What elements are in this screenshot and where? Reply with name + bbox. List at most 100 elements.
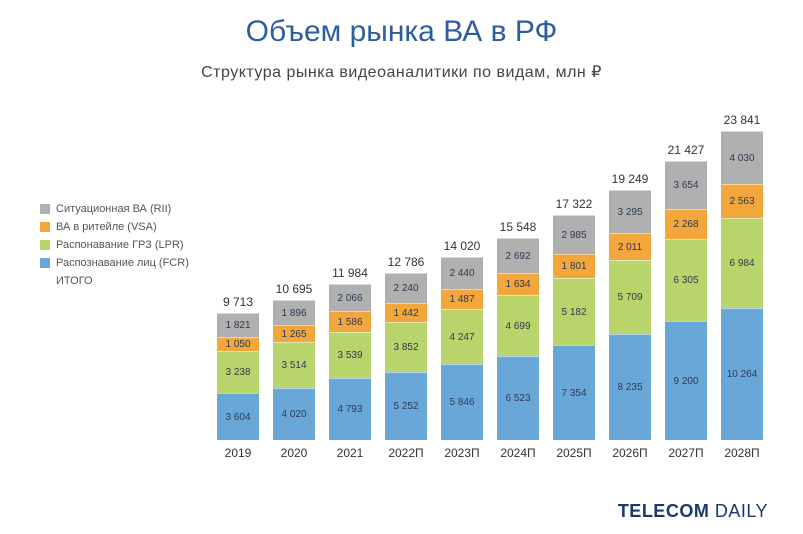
x-axis-label: 2027П [662, 446, 710, 460]
bar-total-label: 17 322 [556, 197, 593, 211]
stacked-bar-chart: 9 713 3 6043 2381 0501 821 10 695 4 0203 51… [210, 100, 770, 460]
bar-total-label: 19 249 [612, 172, 649, 186]
bar-stack: 4 0203 5141 2651 896 [273, 300, 315, 440]
bar-group: 9 713 3 6043 2381 0501 821 [214, 295, 262, 440]
legend-label: ИТОГО [56, 275, 93, 287]
bar-group: 15 548 6 5234 6991 6342 692 [494, 220, 542, 440]
bar-group: 19 249 8 2355 7092 0113 295 [606, 172, 654, 440]
brand-logo: TELECOM DAILY [618, 501, 768, 522]
bar-stack: 10 2646 9842 5634 030 [721, 131, 763, 440]
legend-label: Распонавание ГРЗ (LPR) [56, 239, 184, 251]
x-axis-label: 2022П [382, 446, 430, 460]
bar-total-label: 12 786 [388, 255, 425, 269]
bar-segment-rii: 2 985 [553, 215, 595, 254]
bar-stack: 5 8464 2471 4872 440 [441, 257, 483, 440]
legend-item: Распонавание ГРЗ (LPR) [40, 236, 189, 254]
x-axis-label: 2024П [494, 446, 542, 460]
x-axis-label: 2020 [270, 446, 318, 460]
bar-segment-fcr: 4 793 [329, 378, 371, 440]
x-axis-label: 2025П [550, 446, 598, 460]
bar-total-label: 21 427 [668, 143, 705, 157]
bar-segment-vsa: 1 586 [329, 311, 371, 332]
bar-total-label: 9 713 [223, 295, 253, 309]
bar-group: 14 020 5 8464 2471 4872 440 [438, 239, 486, 440]
legend-item: Ситуационная ВА (RII) [40, 200, 189, 218]
bar-stack: 5 2523 8521 4422 240 [385, 273, 427, 440]
bar-segment-vsa: 1 634 [497, 273, 539, 295]
bar-group: 17 322 7 3545 1821 8012 985 [550, 197, 598, 440]
bar-segment-lpr: 6 984 [721, 218, 763, 308]
bar-group: 10 695 4 0203 5141 2651 896 [270, 282, 318, 440]
legend-label: ВА в ритейле (VSA) [56, 221, 157, 233]
legend-swatch [40, 240, 50, 250]
bar-total-label: 14 020 [444, 239, 481, 253]
bar-segment-fcr: 7 354 [553, 345, 595, 440]
bar-total-label: 15 548 [500, 220, 537, 234]
bar-segment-lpr: 3 539 [329, 332, 371, 378]
bar-segment-vsa: 1 801 [553, 254, 595, 278]
bar-segment-rii: 1 896 [273, 300, 315, 325]
bar-stack: 3 6043 2381 0501 821 [217, 313, 259, 440]
bar-segment-fcr: 6 523 [497, 356, 539, 440]
bar-stack: 9 2006 3052 2683 654 [665, 161, 707, 440]
legend-swatch [40, 258, 50, 268]
legend-label: Ситуационная ВА (RII) [56, 203, 171, 215]
bar-total-label: 11 984 [332, 266, 368, 280]
bar-segment-lpr: 6 305 [665, 239, 707, 321]
bar-segment-fcr: 5 846 [441, 364, 483, 440]
bar-segment-rii: 3 295 [609, 190, 651, 233]
bar-segment-vsa: 2 011 [609, 233, 651, 260]
bar-stack: 8 2355 7092 0113 295 [609, 190, 651, 440]
legend-item: Распознавание лиц (FCR) [40, 254, 189, 272]
bar-segment-lpr: 4 247 [441, 309, 483, 364]
legend: Ситуационная ВА (RII) ВА в ритейле (VSA) Р… [40, 200, 189, 290]
bar-group: 12 786 5 2523 8521 4422 240 [382, 255, 430, 440]
bar-total-label: 23 841 [724, 113, 761, 127]
bar-segment-fcr: 8 235 [609, 334, 651, 440]
bar-segment-vsa: 1 487 [441, 289, 483, 309]
bar-total-label: 10 695 [276, 282, 313, 296]
x-axis-label: 2019 [214, 446, 262, 460]
x-axis-label: 2023П [438, 446, 486, 460]
bar-segment-lpr: 4 699 [497, 295, 539, 356]
legend-swatch [40, 204, 50, 214]
bar-group: 11 984 4 7933 5391 5862 066 [326, 266, 374, 440]
bar-segment-fcr: 5 252 [385, 372, 427, 440]
bar-segment-fcr: 3 604 [217, 393, 259, 440]
bar-segment-lpr: 3 238 [217, 351, 259, 393]
x-axis-label: 2026П [606, 446, 654, 460]
legend-label: Распознавание лиц (FCR) [56, 257, 189, 269]
legend-item: ВА в ритейле (VSA) [40, 218, 189, 236]
bar-segment-fcr: 10 264 [721, 308, 763, 440]
legend-swatch [40, 222, 50, 232]
bar-segment-lpr: 5 182 [553, 278, 595, 345]
bar-segment-fcr: 9 200 [665, 321, 707, 440]
bar-segment-lpr: 3 514 [273, 342, 315, 388]
bar-segment-rii: 2 240 [385, 273, 427, 303]
bar-segment-rii: 2 066 [329, 284, 371, 311]
bar-segment-lpr: 3 852 [385, 322, 427, 372]
bar-segment-vsa: 2 563 [721, 184, 763, 218]
bar-stack: 7 3545 1821 8012 985 [553, 215, 595, 440]
bar-segment-vsa: 1 265 [273, 325, 315, 342]
x-axis-label: 2021 [326, 446, 374, 460]
bar-segment-lpr: 5 709 [609, 260, 651, 334]
x-axis: 2019 2020 2021 2022П 2023П 2024П 2025П 2026П 202… [210, 446, 770, 460]
chart-subtitle: Структура рынка видеоаналитики по видам,… [0, 62, 803, 82]
legend-item: ИТОГО [40, 272, 189, 290]
bar-segment-rii: 4 030 [721, 131, 763, 184]
bar-segment-vsa: 1 050 [217, 337, 259, 351]
bar-stack: 6 5234 6991 6342 692 [497, 238, 539, 440]
bar-segment-rii: 2 440 [441, 257, 483, 289]
bar-group: 23 841 10 2646 9842 5634 030 [718, 113, 766, 440]
bar-segment-vsa: 2 268 [665, 209, 707, 239]
bar-segment-rii: 1 821 [217, 313, 259, 337]
bar-segment-rii: 3 654 [665, 161, 707, 209]
bar-stack: 4 7933 5391 5862 066 [329, 284, 371, 440]
x-axis-label: 2028П [718, 446, 766, 460]
bar-group: 21 427 9 2006 3052 2683 654 [662, 143, 710, 440]
page-title: Объем рынка ВА в РФ [0, 15, 803, 49]
bar-segment-rii: 2 692 [497, 238, 539, 273]
bar-segment-vsa: 1 442 [385, 303, 427, 322]
bar-segment-fcr: 4 020 [273, 388, 315, 440]
